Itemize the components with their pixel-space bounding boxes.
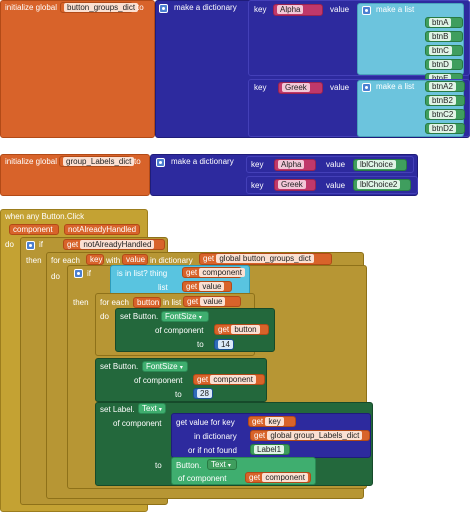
get-global-button-groups-dict[interactable]: get global button_groups_dict: [199, 253, 332, 265]
get-key[interactable]: get key: [248, 416, 296, 427]
set-button-label: set Button.: [120, 312, 159, 321]
component-label1[interactable]: Label1: [250, 444, 290, 455]
chevron-down-icon: ▾: [179, 365, 183, 371]
make-a-list-label: make a list: [376, 5, 415, 14]
property-dropdown-fontsize[interactable]: FontSize ▾: [142, 361, 188, 372]
make-dictionary-label: make a dictionary: [174, 3, 237, 12]
component-btnA[interactable]: btnA: [425, 17, 463, 28]
var-key[interactable]: key: [86, 254, 104, 265]
do-label: do: [51, 272, 60, 281]
make-a-list-label: make a list: [376, 82, 415, 91]
string-greek[interactable]: Greek: [278, 82, 323, 94]
set-label-label: set Label.: [100, 405, 135, 414]
get-value[interactable]: get value: [183, 296, 241, 307]
then-label: then: [73, 298, 89, 307]
string-greek[interactable]: Greek: [274, 179, 316, 191]
init-global-block-button-groups[interactable]: [0, 0, 155, 138]
of-component-label: of component: [113, 419, 162, 428]
value-label: value: [326, 181, 346, 190]
key-label: key: [251, 181, 264, 190]
of-component-label: of component: [134, 376, 183, 385]
set-button-label: set Button.: [100, 362, 139, 371]
property-dropdown-fontsize[interactable]: FontSize ▾: [161, 311, 209, 322]
to-label: to: [134, 157, 141, 166]
init-global-label: initialize global: [5, 157, 58, 166]
get-value[interactable]: get value: [182, 281, 232, 292]
value-label: value: [326, 160, 346, 169]
value-label: value: [330, 5, 350, 14]
component-btnD[interactable]: btnD: [425, 59, 463, 70]
in-list-label: in list: [163, 298, 182, 307]
make-dictionary-label: make a dictionary: [171, 157, 234, 166]
is-in-list-label: is in list? thing: [117, 269, 168, 278]
event-header: when any Button.Click: [5, 212, 85, 221]
in-dictionary-label: in dictionary: [194, 432, 237, 441]
component-lblChoice[interactable]: lblChoice: [353, 159, 407, 171]
button-getter-label: Button.: [176, 461, 202, 470]
property-dropdown-text[interactable]: Text ▾: [138, 403, 166, 414]
component-lblChoice2[interactable]: lblChoice2: [353, 179, 411, 191]
component-btnA2[interactable]: btnA2: [425, 81, 465, 92]
get-component[interactable]: get component: [182, 267, 245, 278]
gear-icon[interactable]: [74, 269, 83, 278]
string-alpha[interactable]: Alpha: [273, 4, 323, 16]
then-label: then: [26, 256, 42, 265]
value-label: value: [330, 83, 350, 92]
to-label: to: [197, 340, 204, 349]
to-label: to: [155, 461, 162, 470]
to-label: to: [137, 3, 144, 12]
get-notAlreadyHandled[interactable]: get notAlreadyHandled: [63, 239, 165, 250]
for-each-label: for each: [100, 298, 129, 307]
init-global-label: initialize global: [5, 3, 58, 12]
chevron-down-icon: ▾: [227, 463, 231, 469]
component-btnB[interactable]: btnB: [425, 31, 463, 42]
for-each-label: for each: [51, 256, 80, 265]
key-label: key: [251, 160, 264, 169]
get-value-for-key-label: get value for key: [176, 418, 235, 427]
param-component[interactable]: component: [9, 224, 59, 235]
in-dictionary-label: in dictionary: [150, 256, 193, 265]
component-btnC[interactable]: btnC: [425, 45, 463, 56]
component-btnB2[interactable]: btnB2: [425, 95, 465, 106]
gear-icon[interactable]: [156, 158, 165, 167]
list-label: list: [158, 283, 168, 292]
key-label: key: [254, 5, 267, 14]
property-dropdown-text[interactable]: Text ▾: [207, 459, 237, 470]
gear-icon[interactable]: [26, 241, 35, 250]
gear-icon[interactable]: [159, 4, 168, 13]
do-label: do: [100, 312, 109, 321]
number-28[interactable]: 28: [193, 388, 213, 399]
key-label: key: [254, 83, 267, 92]
get-button[interactable]: get button: [214, 324, 269, 335]
global-var-name-field[interactable]: button_groups_dict: [60, 2, 139, 13]
get-global-group-labels-dict[interactable]: get global group_Labels_dict: [250, 430, 370, 441]
of-component-label: of component: [155, 326, 204, 335]
of-component-label: of component: [178, 474, 227, 483]
or-if-not-found-label: or if not found: [188, 446, 237, 455]
chevron-down-icon: ▾: [198, 315, 202, 321]
chevron-down-icon: ▾: [158, 407, 162, 413]
string-alpha[interactable]: Alpha: [274, 159, 316, 171]
var-value[interactable]: value: [122, 254, 148, 265]
do-label: do: [5, 240, 14, 249]
if-label: if: [39, 240, 43, 249]
var-button[interactable]: button: [133, 297, 161, 308]
param-notAlreadyHandled[interactable]: notAlreadyHandled: [64, 224, 140, 235]
component-btnC2[interactable]: btnC2: [425, 109, 465, 120]
with-label: with: [106, 256, 121, 265]
get-component[interactable]: get component: [245, 472, 311, 483]
global-var-name-field[interactable]: group_Labels_dict: [59, 156, 135, 167]
component-btnD2[interactable]: btnD2: [425, 123, 465, 134]
gear-icon[interactable]: [362, 6, 371, 15]
if-label: if: [87, 269, 91, 278]
number-14[interactable]: 14: [214, 339, 234, 350]
to-label: to: [175, 390, 182, 399]
get-component[interactable]: get component: [193, 374, 265, 385]
gear-icon[interactable]: [362, 83, 371, 92]
